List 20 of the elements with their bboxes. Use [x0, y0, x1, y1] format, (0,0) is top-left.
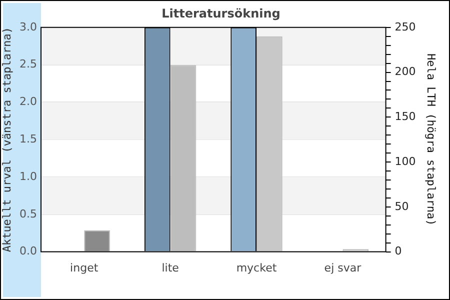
y-tick-label: 2.5 — [20, 58, 37, 71]
y-tick-label: 0.5 — [20, 207, 37, 220]
y-tick-label: 1.0 — [20, 170, 37, 183]
y-tick-label: 0.0 — [20, 244, 37, 258]
y2-tick-label: 250 — [394, 20, 416, 34]
y2-tick-label: 0 — [394, 244, 402, 258]
y2-tick-label: 50 — [394, 200, 409, 213]
y-axis-title: Aktuellt urval (vänstra staplarna) — [0, 27, 14, 252]
x-tick-label: ej svar — [324, 261, 362, 274]
x-tick-label: inget — [70, 261, 99, 274]
x-tick-label: lite — [162, 261, 180, 274]
y2-tick-label: 200 — [394, 65, 416, 78]
y-tick-label: 2.0 — [20, 95, 37, 108]
y2-tick-label: 100 — [394, 154, 416, 168]
y-tick-label: 1.5 — [20, 132, 37, 146]
chart-title: Litteratursökning — [162, 6, 280, 20]
y-tick-label: 3.0 — [20, 20, 37, 34]
x-tick-label: mycket — [236, 261, 278, 274]
y2-axis-title: Hela LTH (högra staplarna) — [424, 54, 438, 226]
y2-tick-label: 150 — [394, 110, 416, 124]
